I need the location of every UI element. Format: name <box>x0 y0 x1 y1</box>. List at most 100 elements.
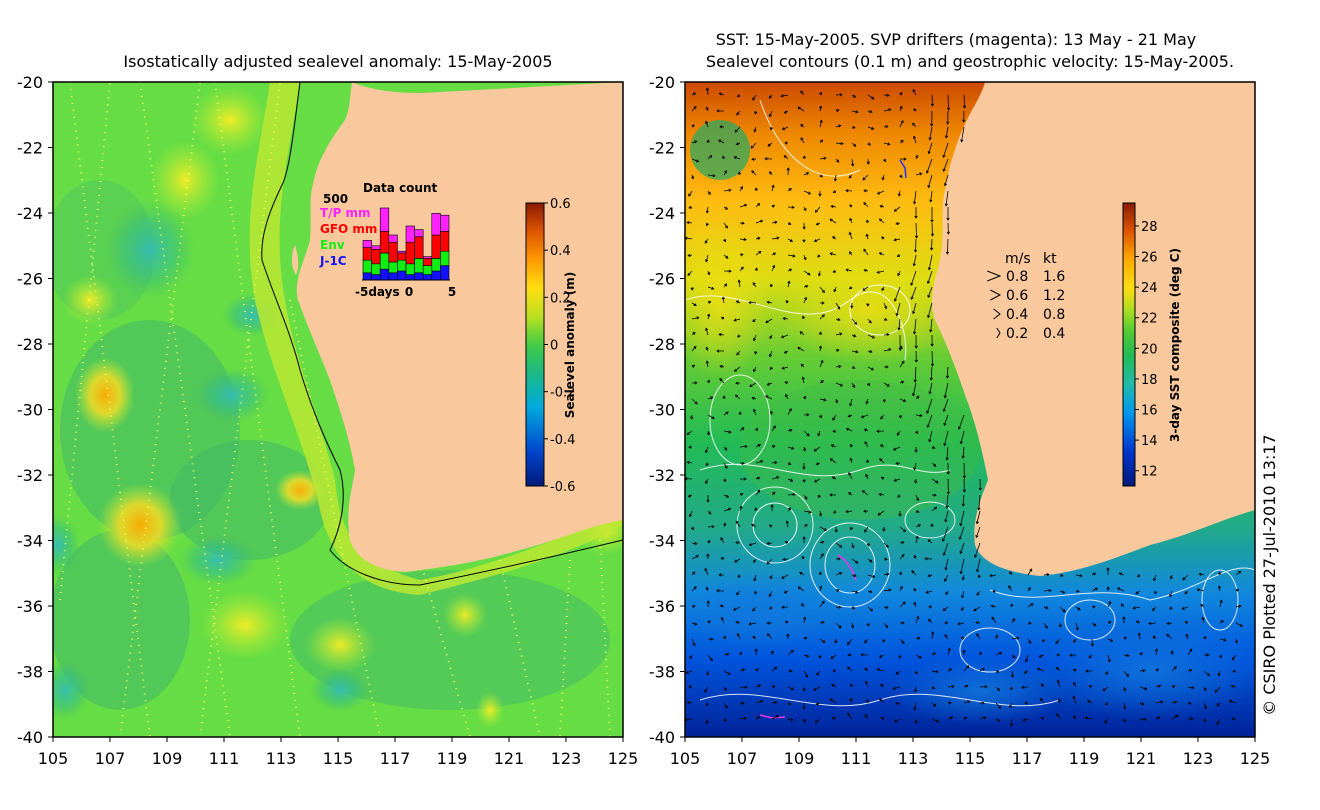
velocity-arrow <box>1011 636 1020 640</box>
velocity-arrow <box>705 702 709 707</box>
velocity-arrow <box>927 254 933 271</box>
left-panel: Isostatically adjusted sealevel anomaly:… <box>17 52 638 768</box>
y-tick-label: -36 <box>649 597 675 616</box>
velocity-arrow <box>686 430 693 436</box>
velocity-arrow <box>1137 632 1141 640</box>
velocity-arrow <box>785 393 789 400</box>
velocity-arrow <box>892 686 901 690</box>
velocity-arrow <box>1086 700 1093 704</box>
velocity-arrow <box>783 350 789 354</box>
velocity-arrow <box>945 494 949 509</box>
velocity-arrow <box>866 542 870 547</box>
velocity-arrow <box>894 286 901 302</box>
velocity-arrow <box>690 414 694 420</box>
velocity-arrow <box>1043 588 1052 593</box>
velocity-arrow <box>911 570 917 576</box>
velocity-arrow <box>739 186 743 192</box>
velocity-arrow <box>1187 668 1193 672</box>
velocity-arrow <box>989 573 997 578</box>
velocity-arrow <box>1027 568 1033 576</box>
velocity-arrow <box>768 590 773 598</box>
velocity-arrow <box>732 606 741 611</box>
velocity-arrow <box>812 686 821 691</box>
data-count-title: Data count <box>363 181 438 195</box>
velocity-arrow <box>707 539 711 544</box>
velocity-arrow <box>835 572 843 576</box>
velocity-arrow <box>1228 699 1237 704</box>
velocity-arrow <box>755 444 761 448</box>
velocity-arrow <box>705 360 709 368</box>
velocity-arrow <box>783 590 789 594</box>
velocity-arrow <box>946 207 950 221</box>
velocity-arrow <box>1102 686 1109 692</box>
velocity-arrow <box>913 238 918 253</box>
velocity-arrow <box>751 396 757 400</box>
x-tick-label: 119 <box>437 749 468 768</box>
velocity-arrow <box>883 622 889 629</box>
velocity-arrow <box>787 238 794 242</box>
velocity-arrow <box>803 413 810 417</box>
velocity-arrow <box>835 109 840 113</box>
velocity-arrow <box>766 558 773 565</box>
velocity-arrow <box>1023 670 1029 674</box>
velocity-arrow <box>803 284 809 288</box>
velocity-arrow <box>883 108 892 112</box>
velocity-arrow <box>766 621 773 625</box>
velocity-arrow <box>1203 635 1207 640</box>
velocity-arrow <box>1118 572 1125 576</box>
velocity-arrow <box>739 716 747 720</box>
velocity-arrow <box>769 366 773 371</box>
velocity-arrow <box>860 414 869 419</box>
x-tick-label: 105 <box>670 749 701 768</box>
velocity-arrow <box>835 364 842 369</box>
x-tick-label: 117 <box>380 749 411 768</box>
velocity-arrow <box>861 490 869 496</box>
velocity-arrow <box>877 510 885 516</box>
velocity-arrow <box>787 280 791 288</box>
colorbar-tick-label: 24 <box>1141 281 1158 296</box>
velocity-arrow <box>831 476 837 480</box>
velocity-arrow <box>739 477 747 481</box>
velocity-arrow <box>851 125 856 129</box>
velocity-arrow <box>942 606 949 612</box>
velocity-arrow <box>899 621 905 625</box>
velocity-arrow <box>913 601 917 608</box>
velocity-arrow <box>802 446 807 452</box>
velocity-arrow <box>1219 620 1224 624</box>
velocity-arrow <box>927 142 933 155</box>
velocity-arrow <box>735 381 741 385</box>
velocity-arrow <box>818 190 822 197</box>
velocity-arrow <box>928 605 933 609</box>
velocity-arrow <box>1021 685 1029 689</box>
data-count-bar-segment <box>405 263 415 275</box>
velocity-arrow <box>913 108 917 112</box>
data-count-bar-segment <box>422 256 433 259</box>
sst-colorbar-label: 3-day SST composite (deg C) <box>1168 248 1182 442</box>
velocity-arrow <box>707 190 711 196</box>
sla-anomaly-features <box>53 82 623 728</box>
velocity-arrow <box>766 633 773 640</box>
velocity-arrow <box>829 458 837 464</box>
velocity-arrow <box>735 541 741 545</box>
velocity-arrow <box>958 414 965 430</box>
velocity-arrow <box>1200 604 1205 608</box>
data-count-bar-segment <box>371 274 381 281</box>
velocity-arrow <box>976 590 981 596</box>
velocity-arrow <box>802 718 806 723</box>
velocity-arrow <box>739 505 743 512</box>
velocity-legend: m/s kt 0.8 1.6 0.6 1.2 0.4 0.8 0.2 0.4 <box>987 251 1065 342</box>
velocity-arrow <box>803 636 808 640</box>
velocity-arrow <box>1072 695 1077 704</box>
velocity-arrow <box>818 345 823 352</box>
velocity-arrow <box>867 558 873 563</box>
velocity-arrow <box>719 125 725 129</box>
velocity-arrow <box>691 331 696 336</box>
colorbar-tick-label: -0.4 <box>550 433 575 448</box>
velocity-arrow <box>1043 606 1049 610</box>
velocity-arrow <box>787 649 794 656</box>
velocity-arrow <box>787 407 792 416</box>
velocity-arrow <box>770 504 774 512</box>
velocity-arrow <box>1072 715 1077 720</box>
velocity-arrow <box>771 252 777 256</box>
velocity-arrow <box>835 557 841 561</box>
